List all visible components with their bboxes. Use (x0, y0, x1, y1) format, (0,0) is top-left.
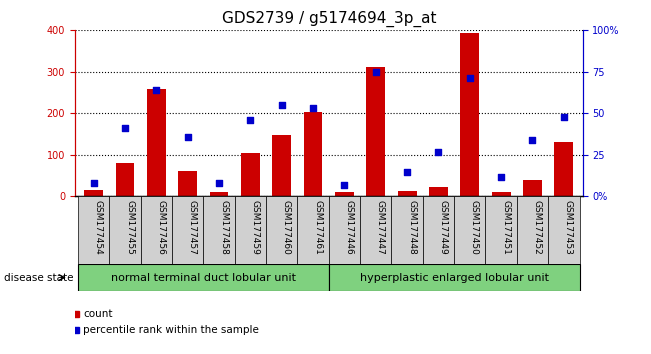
Text: GSM177448: GSM177448 (407, 200, 416, 255)
Text: count: count (83, 309, 113, 319)
Bar (367, 67, 385, 196)
Text: GSM177456: GSM177456 (156, 200, 165, 255)
Point (151, 87, 161, 93)
Point (277, 102, 287, 108)
Bar (178, 171, 197, 196)
FancyBboxPatch shape (298, 196, 329, 264)
FancyBboxPatch shape (329, 196, 360, 264)
Bar (210, 192, 229, 196)
Point (402, 169, 412, 175)
Text: normal terminal duct lobular unit: normal terminal duct lobular unit (111, 273, 296, 282)
Text: GSM177457: GSM177457 (187, 200, 197, 255)
Text: GSM177461: GSM177461 (313, 200, 322, 255)
Bar (555, 142, 574, 196)
FancyBboxPatch shape (360, 196, 391, 264)
Text: percentile rank within the sample: percentile rank within the sample (83, 325, 259, 335)
Text: GSM177458: GSM177458 (219, 200, 228, 255)
Bar (460, 33, 479, 196)
Bar (272, 135, 291, 196)
FancyBboxPatch shape (454, 196, 486, 264)
Bar (492, 192, 510, 196)
Bar (241, 153, 260, 196)
Point (182, 134, 193, 139)
FancyBboxPatch shape (78, 264, 329, 291)
Point (370, 69, 381, 75)
Text: GSM177450: GSM177450 (470, 200, 478, 255)
Text: GSM177452: GSM177452 (533, 200, 542, 255)
FancyBboxPatch shape (422, 196, 454, 264)
Bar (147, 89, 166, 196)
Text: hyperplastic enlarged lobular unit: hyperplastic enlarged lobular unit (359, 273, 549, 282)
FancyBboxPatch shape (517, 196, 548, 264)
FancyBboxPatch shape (141, 196, 172, 264)
Title: GDS2739 / g5174694_3p_at: GDS2739 / g5174694_3p_at (221, 11, 436, 27)
Point (559, 114, 569, 119)
Bar (84, 190, 103, 196)
Point (434, 149, 444, 154)
Bar (303, 112, 322, 196)
Text: GSM177460: GSM177460 (282, 200, 291, 255)
FancyBboxPatch shape (329, 264, 579, 291)
Bar (523, 180, 542, 196)
Point (496, 174, 506, 179)
Point (339, 182, 350, 188)
Bar (398, 192, 417, 196)
Text: GSM177455: GSM177455 (125, 200, 134, 255)
Bar (429, 187, 448, 196)
Text: disease state: disease state (4, 273, 74, 282)
FancyBboxPatch shape (109, 196, 141, 264)
FancyBboxPatch shape (203, 196, 235, 264)
Text: GSM177449: GSM177449 (439, 200, 447, 255)
Text: GSM177447: GSM177447 (376, 200, 385, 255)
FancyBboxPatch shape (172, 196, 203, 264)
Bar (116, 163, 134, 196)
Text: GSM177459: GSM177459 (251, 200, 259, 255)
Point (120, 125, 130, 131)
Bar (335, 192, 354, 196)
FancyBboxPatch shape (548, 196, 579, 264)
Point (245, 117, 256, 123)
Text: GSM177451: GSM177451 (501, 200, 510, 255)
Text: GSM177454: GSM177454 (94, 200, 103, 255)
Text: GSM177446: GSM177446 (344, 200, 353, 255)
FancyBboxPatch shape (78, 196, 109, 264)
Point (465, 75, 475, 81)
FancyBboxPatch shape (235, 196, 266, 264)
FancyBboxPatch shape (266, 196, 298, 264)
Point (527, 137, 538, 143)
Point (308, 105, 318, 111)
Point (89, 180, 99, 186)
Point (214, 180, 224, 186)
Text: GSM177453: GSM177453 (564, 200, 573, 255)
FancyBboxPatch shape (486, 196, 517, 264)
FancyBboxPatch shape (391, 196, 422, 264)
